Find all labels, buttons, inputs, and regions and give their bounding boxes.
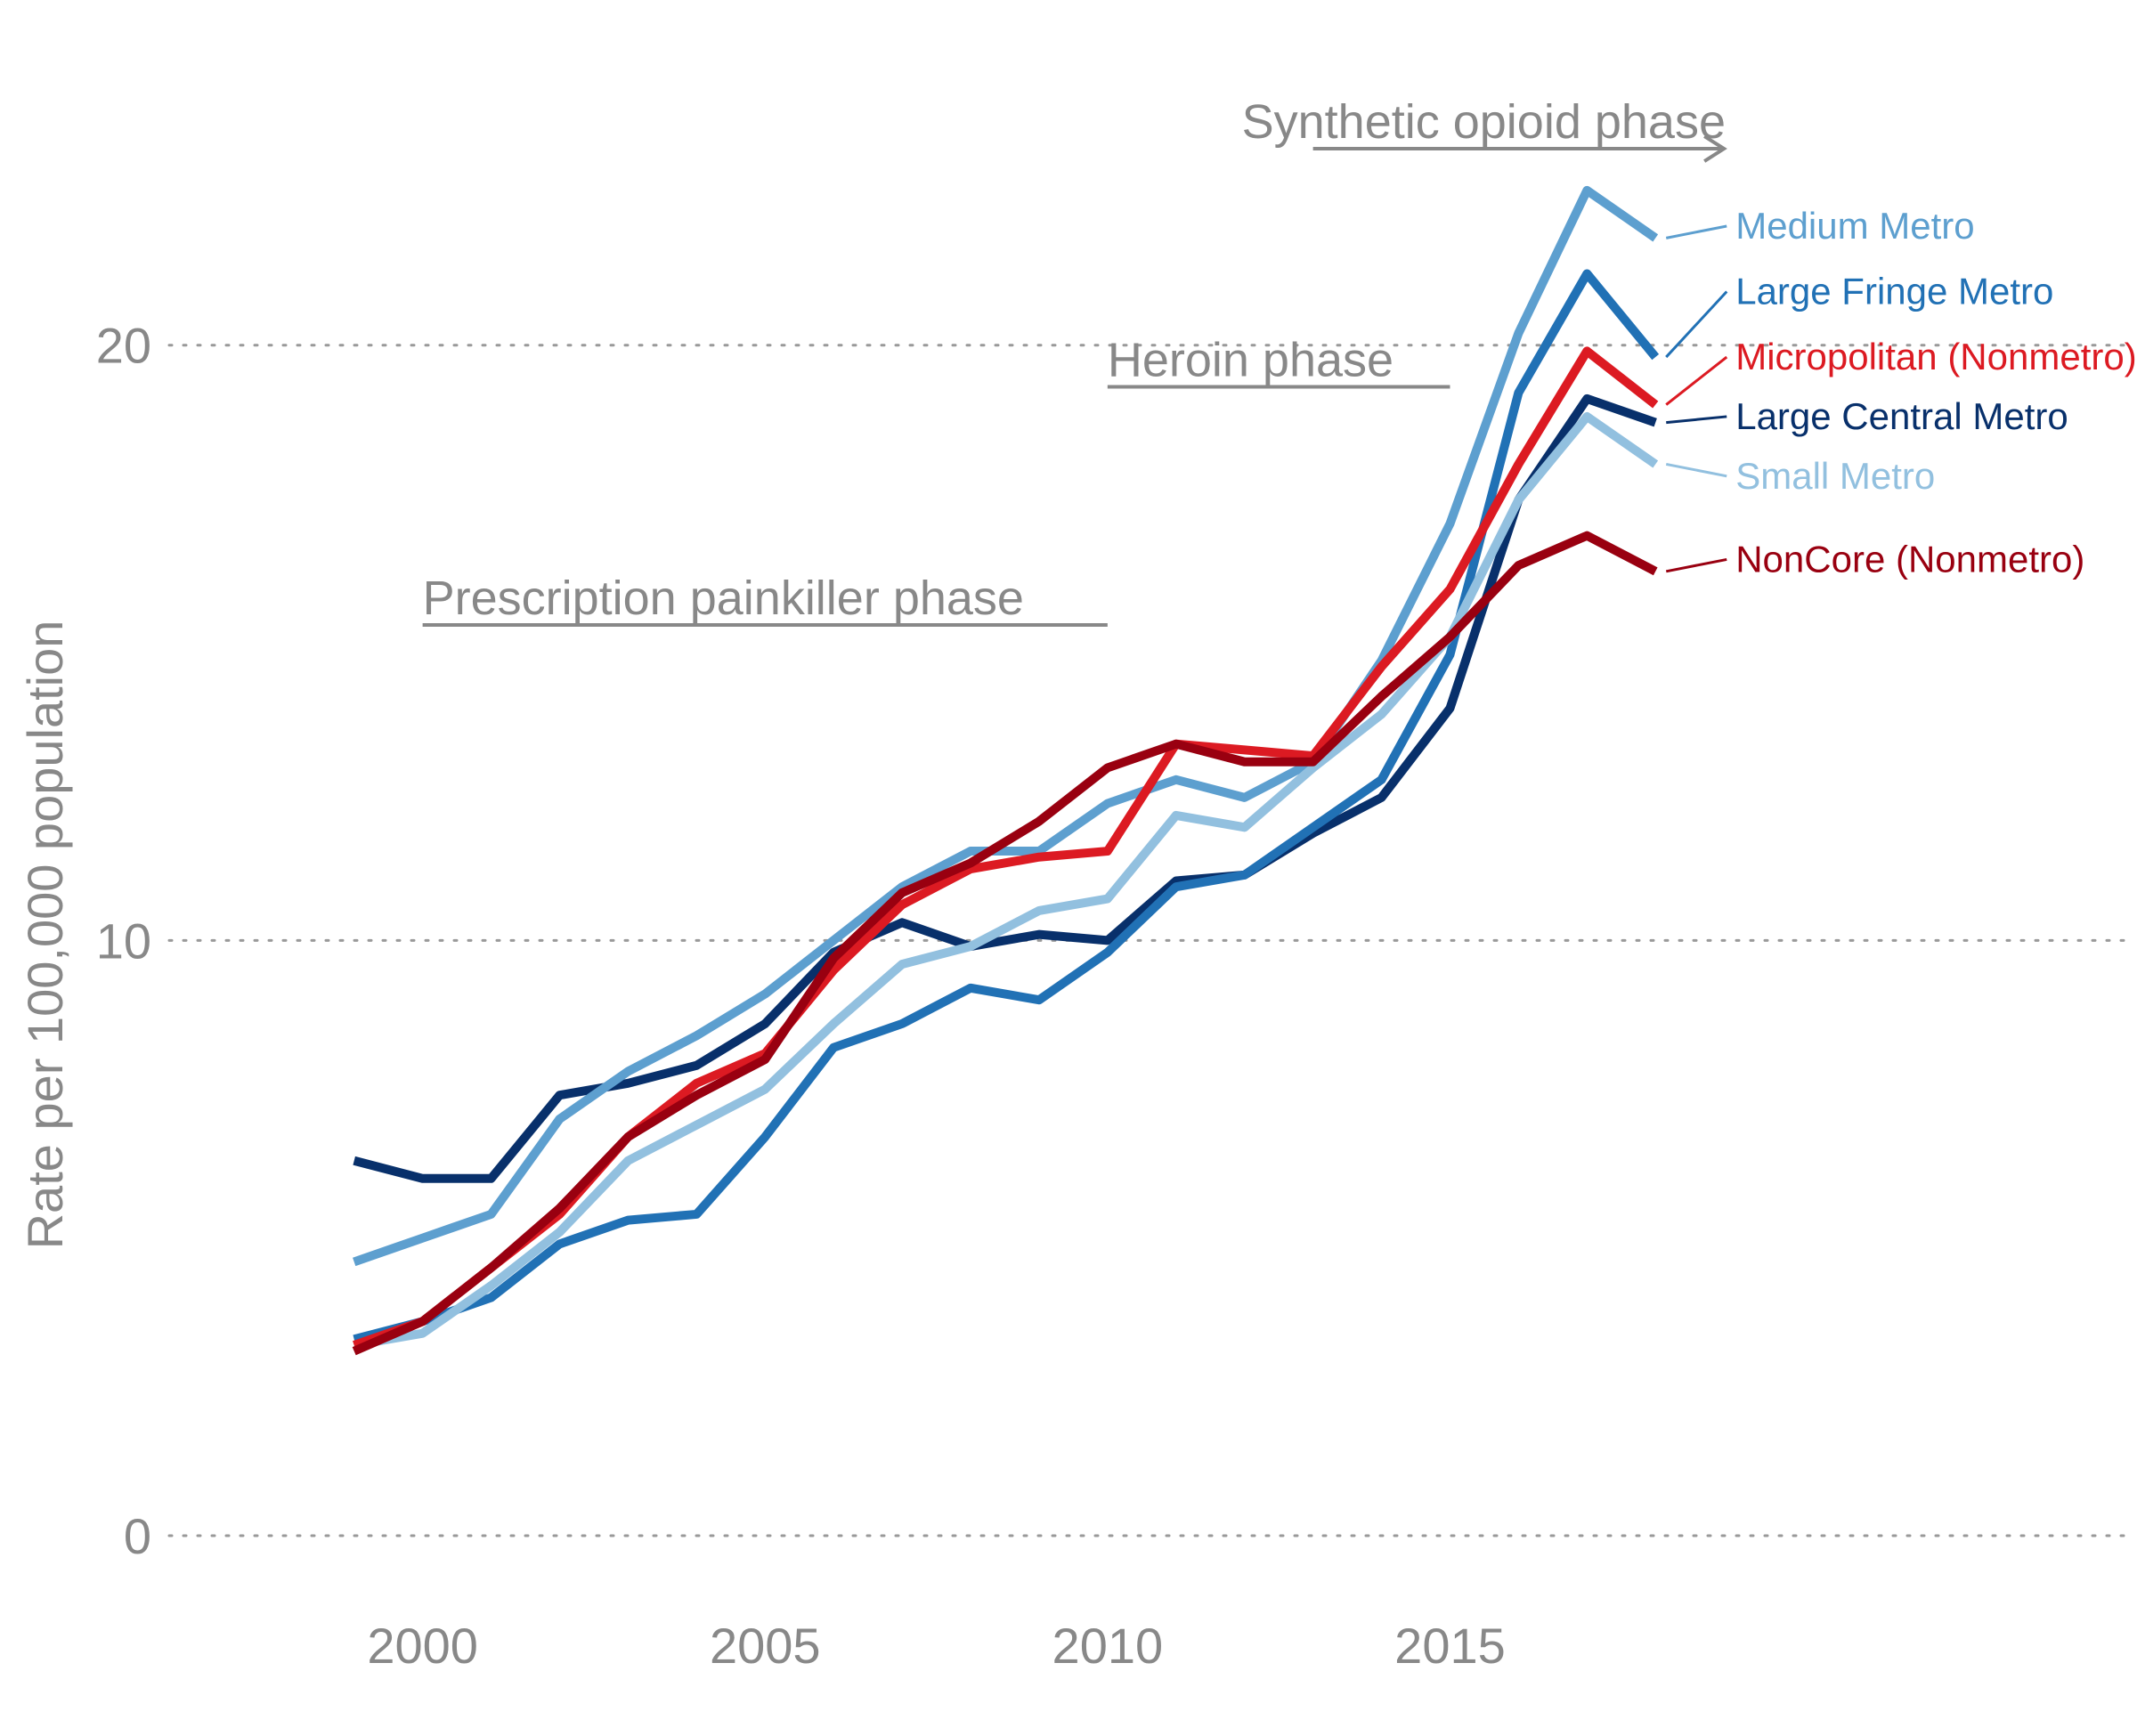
x-tick-label: 2010 bbox=[1052, 1618, 1164, 1674]
series-label: NonCore (Nonmetro) bbox=[1735, 538, 2084, 580]
series-labels: Large Central Metro Large Fringe Metro Med… bbox=[1665, 205, 2137, 580]
series-label: Large Fringe Metro bbox=[1735, 271, 2053, 312]
phase-label: Synthetic opioid phase bbox=[1242, 95, 1726, 149]
phase-label: Prescription painkiller phase bbox=[423, 572, 1024, 625]
series-line bbox=[353, 269, 1660, 1344]
x-tick-label: 2000 bbox=[367, 1618, 478, 1674]
series-label-leader bbox=[1665, 557, 1727, 573]
series-label-leader bbox=[1665, 290, 1728, 359]
phase-label: Heroin phase bbox=[1108, 334, 1394, 387]
x-axis-ticks: 2000 2005 2010 2015 bbox=[367, 1618, 1505, 1674]
series-line bbox=[353, 411, 1659, 1350]
gridlines bbox=[167, 344, 2130, 1537]
series-line bbox=[353, 185, 1659, 1267]
series-label-leader bbox=[1665, 224, 1727, 239]
y-tick-label: 10 bbox=[96, 913, 151, 969]
y-axis-ticks: 0 10 20 bbox=[96, 318, 151, 1564]
y-tick-label: 20 bbox=[96, 318, 151, 374]
series-label-leader bbox=[1666, 415, 1727, 425]
phase-annotation: Prescription painkiller phase bbox=[422, 572, 1108, 627]
series-label: Medium Metro bbox=[1735, 205, 1974, 247]
phase-annotations: Prescription painkiller phase Heroin phas… bbox=[422, 95, 1727, 627]
series-label: Small Metro bbox=[1735, 455, 1935, 497]
series-lines bbox=[352, 185, 1660, 1356]
x-tick-label: 2005 bbox=[710, 1618, 821, 1674]
series-label-leader bbox=[1665, 462, 1727, 478]
series-label: Large Central Metro bbox=[1735, 395, 2068, 437]
phase-arrowhead bbox=[1703, 134, 1727, 163]
phase-annotation: Synthetic opioid phase bbox=[1242, 95, 1727, 163]
series-line bbox=[353, 393, 1657, 1183]
x-tick-label: 2015 bbox=[1394, 1618, 1506, 1674]
series-line bbox=[352, 531, 1658, 1356]
y-axis-title: Rate per 100,000 population bbox=[17, 621, 73, 1250]
series-label-leader bbox=[1665, 355, 1728, 406]
series-label: Micropolitan (Nonmetro) bbox=[1735, 336, 2136, 377]
y-tick-label: 0 bbox=[124, 1508, 151, 1564]
phase-annotation: Heroin phase bbox=[1107, 334, 1450, 389]
